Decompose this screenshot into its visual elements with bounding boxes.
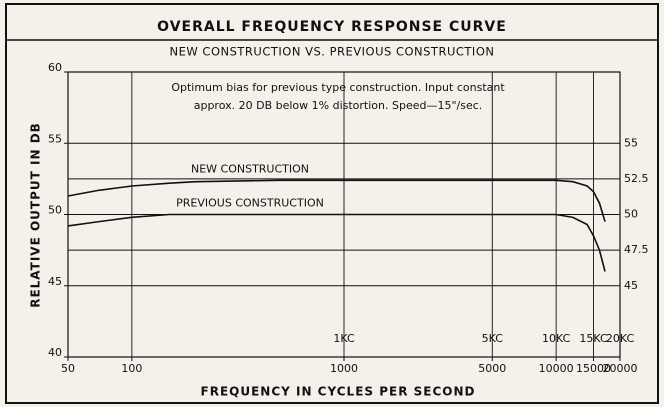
frame	[5, 3, 659, 404]
chart-subtitle: NEW CONSTRUCTION VS. PREVIOUS CONSTRUCTI…	[170, 45, 495, 59]
x2-tick-label: 15KC	[579, 332, 608, 345]
x-tick-label: 10000	[539, 362, 574, 375]
y-tick-label: 55	[48, 132, 62, 145]
x-tick-label: 5000	[478, 362, 506, 375]
x2-tick-label: 20KC	[606, 332, 635, 345]
series-line	[67, 179, 606, 222]
x-tick-label: 1000	[330, 362, 358, 375]
y2-tick-label: 52.5	[624, 172, 649, 185]
y-axis-label: RELATIVE OUTPUT IN DB	[29, 122, 43, 308]
x-tick-label: 20000	[603, 362, 638, 375]
x-tick-label: 15000	[576, 362, 611, 375]
x-axis-label: FREQUENCY IN CYCLES PER SECOND	[201, 385, 476, 399]
y-tick-label: 50	[48, 204, 62, 217]
y2-tick-label: 45	[624, 279, 638, 292]
y2-tick-label: 47.5	[624, 243, 649, 256]
y-tick-label: 40	[48, 346, 62, 359]
y2-tick-label: 50	[624, 208, 638, 221]
annotation: approx. 20 DB below 1% distortion. Speed…	[194, 99, 483, 112]
x-tick-label: 100	[121, 362, 142, 375]
annotation: Optimum bias for previous type construct…	[171, 81, 505, 94]
series-line	[67, 213, 606, 272]
y2-tick-label: 55	[624, 136, 638, 149]
x2-tick-label: 1KC	[333, 332, 355, 345]
chart-title: OVERALL FREQUENCY RESPONSE CURVE	[157, 19, 507, 35]
x2-tick-label: 5KC	[482, 332, 504, 345]
x-tick-label: 50	[61, 362, 75, 375]
series-label: NEW CONSTRUCTION	[191, 162, 309, 175]
y-tick-label: 60	[48, 61, 62, 74]
series-label: PREVIOUS CONSTRUCTION	[176, 197, 324, 210]
x2-tick-label: 10KC	[542, 332, 571, 345]
y-tick-label: 45	[48, 275, 62, 288]
